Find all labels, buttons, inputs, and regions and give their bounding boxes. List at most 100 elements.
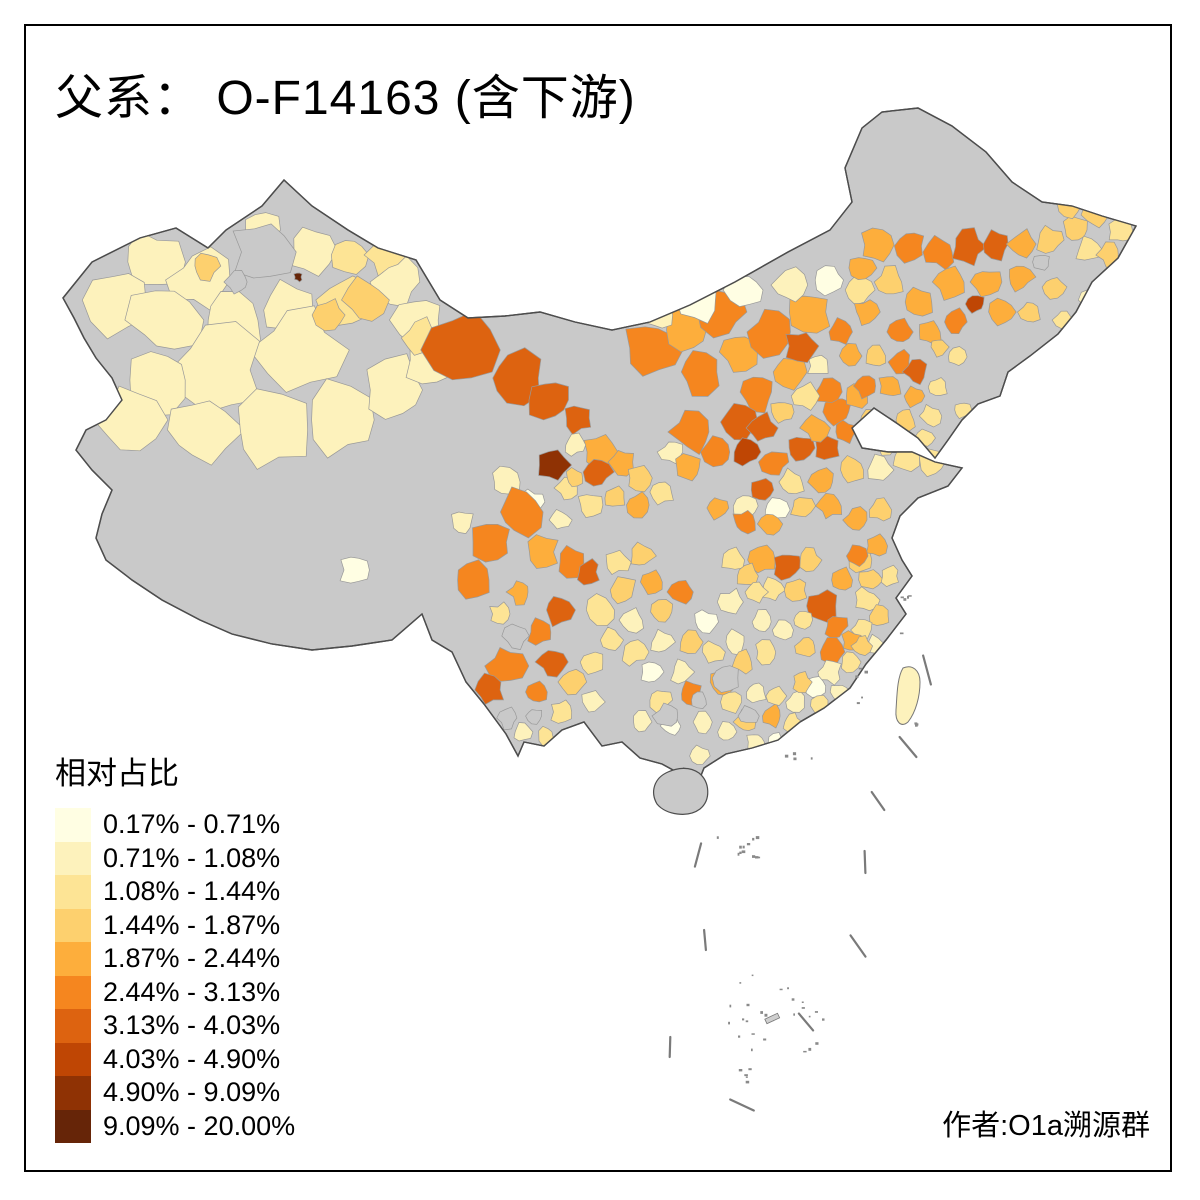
legend-label: 1.44% - 1.87% — [103, 909, 281, 940]
prefecture-cell — [771, 619, 794, 641]
prefecture-cell — [841, 651, 862, 674]
legend-row: 2.44% - 3.13% — [55, 975, 295, 1009]
legend-label: 0.71% - 1.08% — [103, 842, 281, 873]
legend-swatch — [55, 841, 91, 875]
islet-dot — [744, 1074, 748, 1077]
map-title: 父系： O-F14163 (含下游) — [55, 72, 636, 125]
prefecture-cell — [640, 661, 665, 683]
prefecture-cell — [770, 266, 809, 303]
prefecture-cell — [732, 509, 756, 535]
prefecture-cell — [232, 223, 297, 279]
prefecture-cell — [903, 385, 926, 409]
prefecture-cell — [706, 497, 730, 521]
islet-dot — [914, 722, 918, 725]
islet-dot — [779, 988, 783, 991]
islet-dot — [716, 836, 719, 839]
islet-dot — [738, 1035, 741, 1038]
legend-row: 0.71% - 1.08% — [55, 841, 295, 875]
islet-dot — [791, 998, 795, 1001]
prefecture-cell — [792, 670, 813, 694]
prefecture-cell — [525, 680, 548, 703]
prefecture-cell — [650, 628, 676, 653]
prefecture-cell — [931, 265, 965, 301]
dash-segment — [849, 934, 867, 958]
prefecture-cell — [842, 506, 868, 531]
prefecture-cell — [746, 682, 767, 704]
legend-row: 1.08% - 1.44% — [55, 875, 295, 909]
prefecture-cell — [799, 414, 831, 443]
prefecture-cell — [845, 544, 869, 568]
prefecture-cell — [716, 587, 744, 615]
prefecture-cell — [577, 494, 604, 518]
islet-dot — [752, 837, 755, 841]
prefecture-cell — [817, 659, 842, 686]
prefecture-cell — [758, 451, 790, 476]
legend-label: 1.87% - 2.44% — [103, 943, 281, 974]
legend-swatch — [55, 908, 91, 942]
prefecture-cell — [815, 493, 843, 520]
islet-dot — [738, 1069, 743, 1072]
islet-dot — [803, 1050, 807, 1053]
dash-segment — [668, 1035, 672, 1059]
prefecture-cell — [550, 699, 573, 724]
islet-dot — [748, 1068, 752, 1071]
prefecture-cell — [1032, 254, 1050, 271]
prefecture-cell — [711, 665, 739, 693]
prefecture-cell — [869, 604, 890, 626]
prefecture-cell — [581, 690, 606, 713]
prefecture-cell — [585, 593, 615, 626]
prefecture-cell — [866, 533, 888, 557]
dash-segment — [870, 790, 886, 812]
prefecture-cell — [747, 544, 776, 574]
islet-dot — [861, 696, 863, 699]
legend: 相对占比 0.17% - 0.71% 0.71% - 1.08% 1.08% - 1… — [55, 748, 295, 1143]
prefecture-cell — [1036, 224, 1065, 254]
prefecture-cell — [528, 382, 569, 421]
prefecture-cell — [311, 298, 346, 332]
islet-dot — [742, 1018, 745, 1021]
prefecture-cell — [564, 432, 587, 457]
prefecture-cell — [785, 332, 820, 363]
prefecture-cell — [807, 354, 829, 374]
prefecture-cell — [700, 435, 731, 468]
taiwan-island — [895, 666, 921, 725]
prefecture-cell — [451, 511, 474, 534]
prefecture-cell — [814, 265, 844, 297]
islet-dot — [784, 754, 789, 758]
prefecture-cell — [853, 299, 881, 327]
prefecture-cell — [1017, 302, 1041, 323]
prefecture-cell — [505, 580, 529, 606]
prefecture-cell — [789, 295, 831, 334]
prefecture-cell — [534, 650, 569, 678]
prefecture-cell — [605, 549, 632, 575]
legend-row: 0.17% - 0.71% — [55, 808, 295, 842]
islet-dot — [739, 845, 742, 849]
prefecture-cell — [927, 377, 948, 396]
prefecture-cell — [679, 629, 704, 654]
prefecture-cell — [484, 647, 530, 682]
islet-dot — [900, 596, 904, 599]
prefecture-cell — [513, 722, 534, 742]
legend-swatch — [55, 1009, 91, 1043]
prefecture-cell — [702, 640, 726, 664]
islet-dot — [741, 850, 746, 854]
prefecture-cell — [739, 376, 773, 414]
prefecture-cell — [865, 344, 887, 367]
prefecture-cell — [764, 497, 791, 520]
china-outline — [62, 107, 1138, 790]
dash-segment — [921, 654, 933, 686]
legend-label: 1.08% - 1.44% — [103, 876, 281, 907]
legend-row: 1.87% - 2.44% — [55, 942, 295, 976]
prefecture-cell — [717, 721, 738, 741]
prefecture-cell — [557, 668, 588, 696]
prefecture-cell — [223, 270, 248, 295]
prefecture-cell — [694, 609, 719, 634]
islet-dot — [907, 595, 909, 599]
islet-dot — [746, 843, 751, 846]
prefecture-cell — [721, 546, 745, 570]
prefecture-cell — [666, 580, 694, 605]
prefecture-cell — [167, 400, 246, 466]
prefecture-cell — [765, 685, 788, 706]
prefecture-cell — [1075, 235, 1104, 261]
